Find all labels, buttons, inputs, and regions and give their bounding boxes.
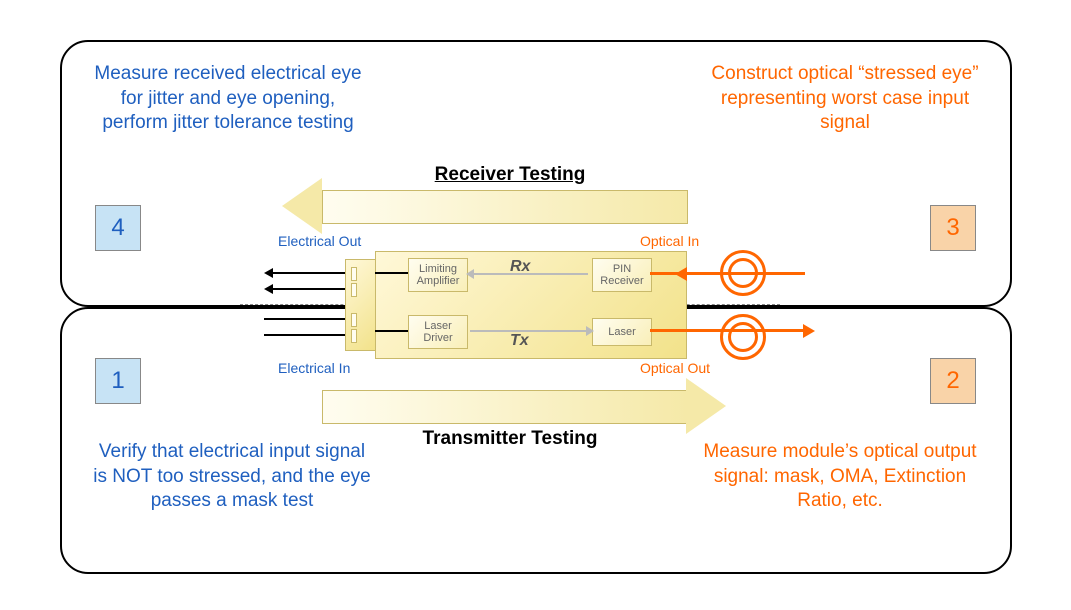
desc-step3: Construct optical “stressed eye” represe… <box>710 62 980 136</box>
limiting-amplifier-box: Limiting Amplifier <box>408 258 468 292</box>
tx-label: Tx <box>510 332 529 350</box>
elec-out-wire-1 <box>272 272 345 274</box>
transmitter-arrow-head <box>686 378 726 434</box>
electrical-in-label: Electrical In <box>278 360 350 376</box>
elec-out-inside-1 <box>375 272 408 274</box>
elec-out-arrow-1 <box>264 268 273 278</box>
optical-in-loop-inner <box>728 258 758 288</box>
elec-in-inside-1 <box>375 330 408 332</box>
electrical-out-label: Electrical Out <box>278 233 361 249</box>
transmitter-arrow-body <box>322 390 688 424</box>
step-num-1: 1 <box>111 367 124 395</box>
connector-notch-1 <box>351 267 357 281</box>
receiver-testing-label: Receiver Testing <box>380 164 640 186</box>
optical-in-label: Optical In <box>640 233 699 249</box>
pin-receiver-label: PIN Receiver <box>593 263 651 287</box>
desc-step2: Measure module’s optical output signal: … <box>700 440 980 514</box>
diagram-canvas: Measure received electrical eye for jitt… <box>0 0 1071 610</box>
rx-internal-arrowhead <box>466 269 474 279</box>
step-num-4: 4 <box>111 214 124 242</box>
optical-out-arrowhead <box>803 324 815 338</box>
connector-notch-4 <box>351 329 357 343</box>
step-box-3: 3 <box>930 205 976 251</box>
laser-driver-box: Laser Driver <box>408 315 468 349</box>
elec-in-wire-1 <box>264 318 345 320</box>
rx-internal-wire <box>470 273 588 275</box>
optical-out-loop-inner <box>728 322 758 352</box>
elec-out-wire-2 <box>272 288 345 290</box>
optical-out-label: Optical Out <box>640 360 710 376</box>
limiting-amplifier-label: Limiting Amplifier <box>409 263 467 287</box>
optical-in-stub <box>650 272 685 275</box>
connector-notch-3 <box>351 313 357 327</box>
step-box-1: 1 <box>95 358 141 404</box>
elec-in-wire-2 <box>264 334 345 336</box>
transmitter-testing-label: Transmitter Testing <box>380 428 640 450</box>
receiver-arrow-head <box>282 178 322 234</box>
tx-internal-wire <box>470 330 588 332</box>
receiver-arrow-body <box>322 190 688 224</box>
module-connector <box>345 259 377 351</box>
step-num-3: 3 <box>946 214 959 242</box>
transmitter-testing-text: Transmitter Testing <box>423 428 598 449</box>
step-num-2: 2 <box>946 367 959 395</box>
laser-label: Laser <box>608 326 636 338</box>
connector-notch-2 <box>351 283 357 297</box>
pin-receiver-box: PIN Receiver <box>592 258 652 292</box>
tx-internal-arrowhead <box>586 326 594 336</box>
laser-driver-label: Laser Driver <box>409 320 467 344</box>
step-box-2: 2 <box>930 358 976 404</box>
desc-step1: Verify that electrical input signal is N… <box>92 440 372 514</box>
elec-out-arrow-2 <box>264 284 273 294</box>
desc-step4: Measure received electrical eye for jitt… <box>88 62 368 136</box>
laser-box: Laser <box>592 318 652 346</box>
optical-out-stub <box>650 329 685 332</box>
step-box-4: 4 <box>95 205 141 251</box>
